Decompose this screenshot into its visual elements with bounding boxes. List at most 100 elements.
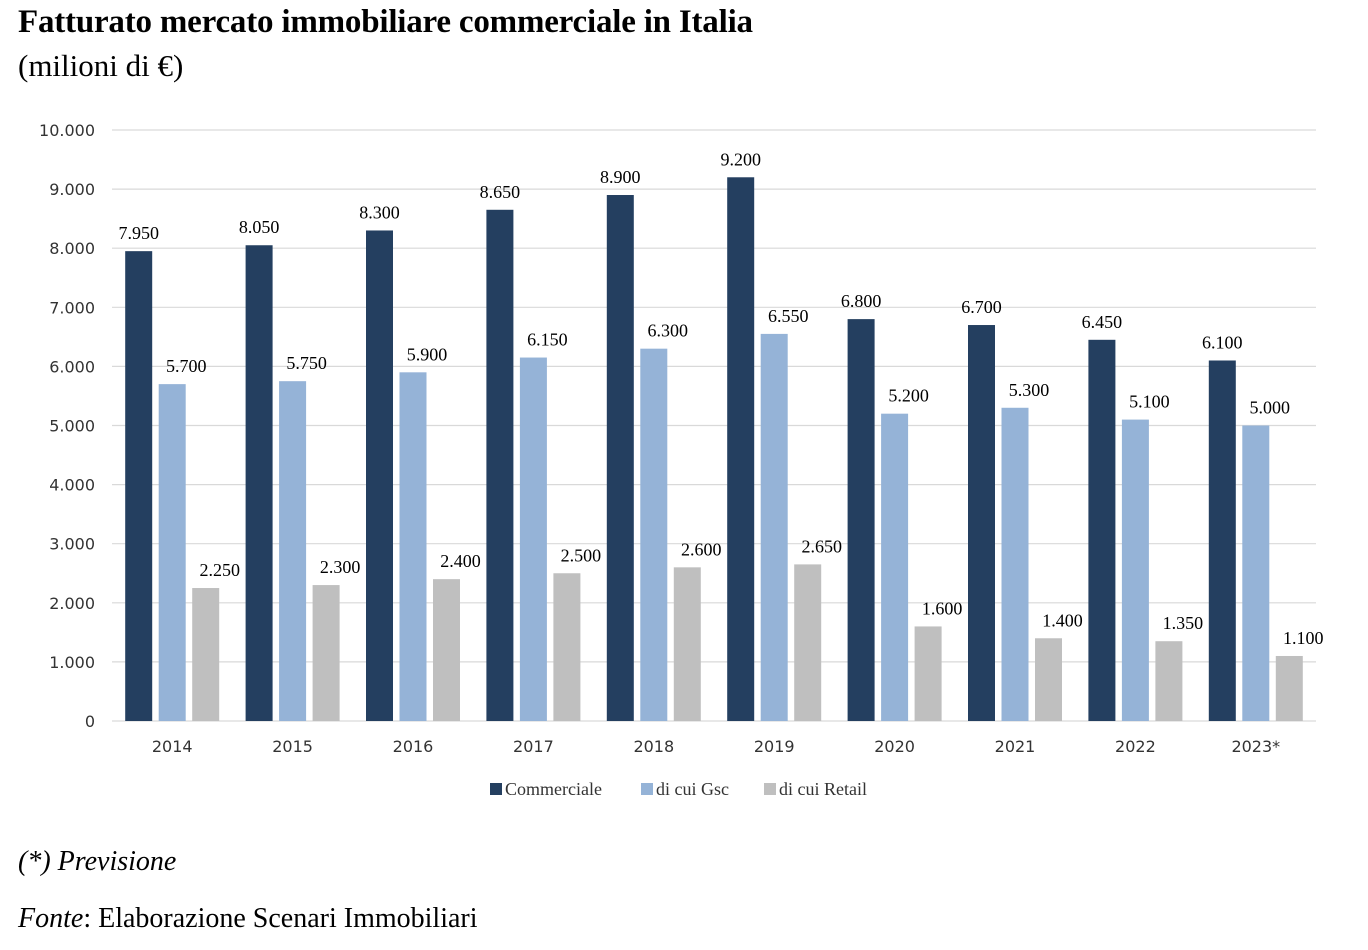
bar-chart: 0 1.000 2.000 3.000 4.000 5.000 6.000 7.000 8.00… bbox=[39, 121, 1324, 799]
y-tick-label: 10.000 bbox=[39, 121, 95, 140]
forecast-note: (*) Previsione bbox=[18, 846, 177, 877]
y-tick-label: 8.000 bbox=[49, 239, 95, 258]
y-tick-label: 2.000 bbox=[49, 594, 95, 613]
data-label: 8.900 bbox=[600, 167, 641, 187]
bar-di-cui-gsc bbox=[399, 372, 427, 721]
legend-label: Commerciale bbox=[505, 779, 602, 799]
bar-di-cui-gsc bbox=[1242, 425, 1270, 721]
source-note: Fonte: Elaborazione Scenari Immobiliari bbox=[18, 903, 478, 935]
data-label: 6.300 bbox=[648, 321, 689, 341]
bars bbox=[125, 177, 1303, 721]
data-label: 6.800 bbox=[841, 291, 882, 311]
data-label: 8.050 bbox=[239, 217, 280, 237]
x-tick-label: 2020 bbox=[874, 737, 915, 756]
data-label: 1.600 bbox=[922, 598, 963, 618]
data-label: 2.400 bbox=[440, 551, 481, 571]
data-label: 6.100 bbox=[1202, 332, 1243, 352]
x-axis-ticks: 2014 2015 2016 2017 2018 2019 2020 2021 2022 2023… bbox=[152, 737, 1280, 756]
bar-di-cui-retail bbox=[553, 573, 581, 721]
bar-di-cui-retail bbox=[312, 585, 340, 721]
data-label: 6.150 bbox=[527, 330, 568, 350]
data-label: 2.500 bbox=[561, 545, 602, 565]
bar-commerciale bbox=[245, 245, 273, 721]
source-label: Fonte bbox=[18, 903, 84, 934]
data-label: 5.000 bbox=[1250, 398, 1291, 418]
bar-commerciale bbox=[606, 195, 634, 721]
bar-commerciale bbox=[1088, 339, 1116, 721]
data-label: 8.300 bbox=[359, 202, 400, 222]
legend-swatch bbox=[641, 783, 653, 795]
y-tick-label: 7.000 bbox=[49, 298, 95, 317]
x-tick-label: 2021 bbox=[995, 737, 1036, 756]
bar-commerciale bbox=[366, 230, 393, 721]
data-label: 6.700 bbox=[961, 297, 1002, 317]
data-label: 7.950 bbox=[118, 223, 159, 243]
data-label: 5.100 bbox=[1129, 392, 1170, 412]
bar-di-cui-retail bbox=[1155, 641, 1183, 721]
bar-di-cui-gsc bbox=[881, 413, 909, 721]
bar-di-cui-gsc bbox=[640, 348, 668, 721]
data-label: 6.450 bbox=[1082, 312, 1123, 332]
source-text: Elaborazione Scenari Immobiliari bbox=[91, 903, 478, 934]
x-tick-label: 2015 bbox=[272, 737, 313, 756]
data-label: 2.300 bbox=[320, 557, 361, 577]
bar-di-cui-retail bbox=[1275, 655, 1303, 721]
data-label: 5.300 bbox=[1009, 380, 1050, 400]
bar-di-cui-retail bbox=[192, 588, 220, 721]
data-label: 1.350 bbox=[1163, 613, 1204, 633]
y-tick-label: 4.000 bbox=[49, 476, 95, 495]
x-tick-label: 2022 bbox=[1115, 737, 1156, 756]
bar-commerciale bbox=[847, 319, 875, 721]
x-tick-label: 2016 bbox=[393, 737, 434, 756]
y-tick-label: 6.000 bbox=[49, 357, 95, 376]
bar-di-cui-retail bbox=[433, 579, 460, 721]
chart-title: Fatturato mercato immobiliare commercial… bbox=[18, 4, 753, 40]
data-label: 2.650 bbox=[801, 536, 842, 556]
y-tick-label: 9.000 bbox=[49, 180, 95, 199]
y-tick-label: 3.000 bbox=[49, 535, 95, 554]
data-label: 8.650 bbox=[480, 182, 521, 202]
x-tick-label: 2014 bbox=[152, 737, 193, 756]
y-tick-label: 5.000 bbox=[49, 417, 95, 436]
x-tick-label: 2019 bbox=[754, 737, 795, 756]
data-label: 6.550 bbox=[768, 306, 809, 326]
bar-di-cui-gsc bbox=[519, 357, 547, 721]
bar-commerciale bbox=[968, 325, 995, 721]
data-label: 1.400 bbox=[1042, 610, 1083, 630]
data-label: 5.200 bbox=[888, 386, 929, 406]
bar-di-cui-retail bbox=[1035, 638, 1062, 721]
bar-commerciale bbox=[1208, 360, 1236, 721]
bar-di-cui-retail bbox=[673, 567, 701, 721]
x-tick-label: 2023* bbox=[1231, 737, 1280, 756]
data-label: 2.600 bbox=[681, 539, 722, 559]
y-axis-ticks: 0 1.000 2.000 3.000 4.000 5.000 6.000 7.000 8.00… bbox=[39, 121, 95, 731]
bar-di-cui-gsc bbox=[158, 384, 186, 721]
bar-commerciale bbox=[727, 177, 755, 721]
y-tick-label: 1.000 bbox=[49, 653, 95, 672]
bar-di-cui-gsc bbox=[279, 381, 307, 721]
bar-di-cui-retail bbox=[914, 626, 942, 721]
data-label: 2.250 bbox=[199, 560, 240, 580]
bar-commerciale bbox=[486, 209, 514, 721]
source-separator: : bbox=[83, 903, 92, 934]
legend: Commerciale di cui Gsc di cui Retail bbox=[490, 779, 867, 799]
data-label: 5.750 bbox=[286, 353, 327, 373]
bar-di-cui-gsc bbox=[760, 333, 788, 721]
bar-di-cui-gsc bbox=[1001, 407, 1029, 721]
bar-di-cui-retail bbox=[794, 564, 822, 721]
legend-swatch bbox=[490, 783, 502, 795]
data-label: 1.100 bbox=[1283, 628, 1324, 648]
bar-commerciale bbox=[125, 251, 153, 721]
data-label: 5.900 bbox=[407, 344, 448, 364]
legend-label: di cui Gsc bbox=[656, 779, 729, 799]
data-labels: 7.950 5.700 2.250 8.050 5.750 2.300 8.300 5.900… bbox=[118, 149, 1323, 648]
legend-label: di cui Retail bbox=[779, 779, 867, 799]
chart-subtitle: (milioni di €) bbox=[18, 48, 184, 83]
bar-di-cui-gsc bbox=[1121, 419, 1149, 721]
legend-swatch bbox=[764, 783, 776, 795]
x-tick-label: 2017 bbox=[513, 737, 554, 756]
data-label: 5.700 bbox=[166, 356, 207, 376]
x-tick-label: 2018 bbox=[633, 737, 674, 756]
y-tick-label: 0 bbox=[85, 712, 95, 731]
data-label: 9.200 bbox=[720, 149, 761, 169]
